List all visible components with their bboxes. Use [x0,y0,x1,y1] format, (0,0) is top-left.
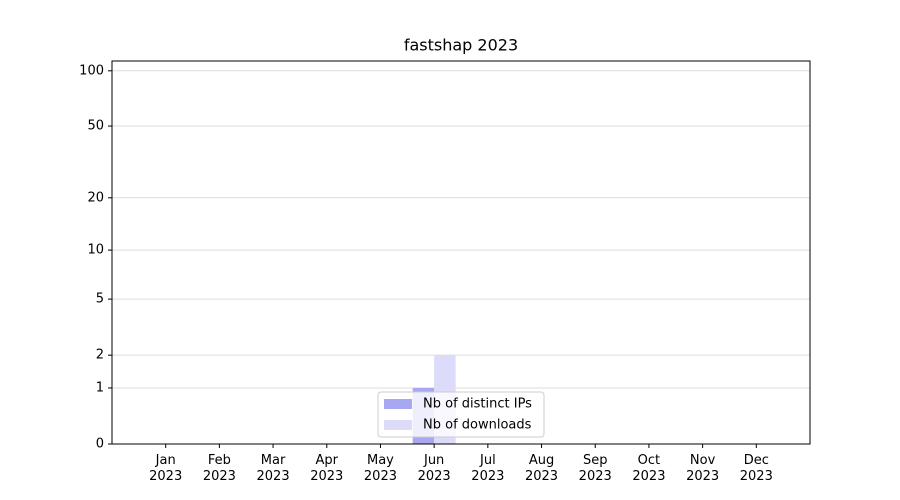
y-tick-label: 2 [96,348,104,363]
legend-label: Nb of distinct IPs [423,397,532,412]
x-tick-label: Oct 2023 [632,453,666,484]
y-tick-label: 20 [87,190,104,205]
x-tick-label: Apr 2023 [310,453,344,484]
x-tick-label: Jul 2023 [471,453,505,484]
x-tick-label: Sep 2023 [578,453,612,484]
x-tick-label: May 2023 [363,453,397,484]
x-tick-label: Jan 2023 [149,453,183,484]
y-tick-label: 10 [87,243,104,258]
x-tick-label: Jun 2023 [417,453,451,484]
legend-label: Nb of downloads [423,418,532,433]
y-tick-label: 50 [87,119,104,134]
y-tick-label: 0 [96,437,104,452]
legend-swatch [384,399,412,409]
legend-swatch [384,420,412,430]
x-tick-label: Aug 2023 [524,453,559,484]
y-tick-label: 1 [96,380,104,395]
x-tick-label: Mar 2023 [256,453,290,484]
x-tick-label: Feb 2023 [202,453,236,484]
chart-title: fastshap 2023 [404,36,518,55]
y-tick-label: 100 [79,63,104,78]
x-tick-label: Dec 2023 [739,453,773,484]
x-tick-label: Nov 2023 [686,453,720,484]
y-tick-label: 5 [96,292,104,307]
plot-frame [111,60,811,445]
legend-box [377,391,545,438]
